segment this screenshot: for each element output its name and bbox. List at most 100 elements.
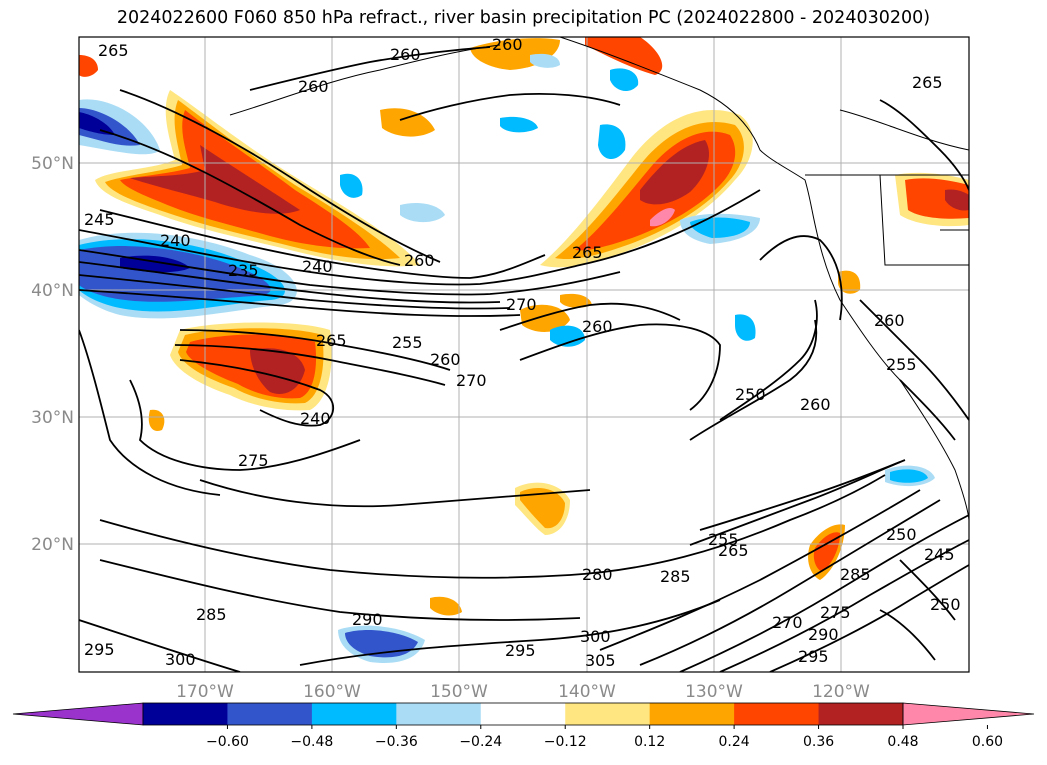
shade-c-pos-3 <box>838 270 861 294</box>
contour-label: 250 <box>735 385 766 404</box>
contour-label: 290 <box>352 610 383 629</box>
lat-label-20n: 20°N <box>31 535 74 555</box>
lat-label-50n: 50°N <box>31 154 74 174</box>
contour-label: 260 <box>492 35 523 54</box>
shade-nw-neg-3 <box>79 112 115 135</box>
contour-label: 260 <box>430 350 461 369</box>
colorbar-segment <box>396 703 482 725</box>
contour-label: 305 <box>585 651 616 670</box>
shade-s-pos-2 <box>430 596 462 616</box>
shade-top-neg-2 <box>530 53 560 68</box>
shade-s-neg-2b <box>890 469 928 483</box>
contour-label: 255 <box>886 355 917 374</box>
contour-label: 275 <box>820 603 851 622</box>
colorbar-segment <box>734 703 820 725</box>
contour-label: 300 <box>165 650 196 669</box>
graticule <box>79 37 969 672</box>
contour-label: 270 <box>456 371 487 390</box>
lon-label-160w: 160°W <box>303 682 361 702</box>
contour-label: 270 <box>506 295 537 314</box>
shade-mid-neg-3 <box>598 124 626 160</box>
contour-label: 240 <box>160 231 191 250</box>
contour-label: 270 <box>772 613 803 632</box>
contour-label: 265 <box>98 41 129 60</box>
colorbar-tick-label: −0.60 <box>206 734 249 750</box>
contour-label: 275 <box>238 451 269 470</box>
shade-mid-neg-6 <box>690 217 750 238</box>
colorbar-frame <box>142 702 904 726</box>
contour-label: 280 <box>582 565 613 584</box>
shade-nw-pos-darkest <box>130 145 300 214</box>
lon-label-130w: 130°W <box>685 682 743 702</box>
shade-mid-neg-4 <box>500 116 538 133</box>
contour-label: 265 <box>572 243 603 262</box>
colorbar-extend-low <box>12 702 144 726</box>
shade-fne-pos-strong <box>905 178 969 219</box>
lon-label-170w: 170°W <box>176 682 234 702</box>
colorbar-segment <box>311 703 397 725</box>
colorbar-ticks: −0.60 −0.48 −0.36 −0.24 −0.12 0.12 0.24 0.36 0.4… <box>206 725 1003 750</box>
lat-label-30n: 30°N <box>31 408 74 428</box>
shade-tl-pos <box>79 55 98 77</box>
colorbar-extend-high <box>902 702 1035 726</box>
shade-fne-pos-dark <box>945 189 969 211</box>
shade-s-pos-4 <box>148 409 165 431</box>
coastlines <box>229 37 969 521</box>
contour-label: 295 <box>505 641 536 660</box>
shade-s-pos-1b <box>520 487 565 529</box>
colorbar-tick-label: 0.12 <box>634 734 665 750</box>
colorbar-tick-label: −0.36 <box>375 734 418 750</box>
shade-mid-neg-1 <box>400 203 445 223</box>
colorbar-tick-label: 0.48 <box>887 734 918 750</box>
colorbar-segment <box>143 703 228 725</box>
contour-label: 250 <box>886 525 917 544</box>
contour-label: 250 <box>930 595 961 614</box>
shade-c-pos-2 <box>560 293 592 308</box>
colorbar-segments <box>143 703 904 725</box>
contour-label: 290 <box>808 625 839 644</box>
contour-label: 255 <box>392 333 423 352</box>
shade-c-neg-1 <box>550 325 585 347</box>
contour-label: 265 <box>316 331 347 350</box>
shade-mid-pos-1 <box>380 108 435 137</box>
lon-label-140w: 140°W <box>558 682 616 702</box>
contour-label: 265 <box>912 73 943 92</box>
lon-label-120w: 120°W <box>812 682 870 702</box>
contour-label: 255 <box>708 530 739 549</box>
colorbar-tick-label: −0.48 <box>290 734 333 750</box>
colorbar-segment <box>818 703 904 725</box>
map-frame <box>78 36 970 673</box>
contour-label: 295 <box>84 640 115 659</box>
shade-c-neg-2 <box>735 314 756 341</box>
contour-label: 245 <box>84 210 115 229</box>
contour-label: 260 <box>800 395 831 414</box>
colorbar: −0.60 −0.48 −0.36 −0.24 −0.12 0.12 0.24 0.36 0.4… <box>12 702 1035 750</box>
shade-ne-pos-darkest <box>640 140 710 205</box>
colorbar-segment <box>227 703 313 725</box>
contour-label: 285 <box>840 565 871 584</box>
contour-label: 260 <box>874 311 905 330</box>
contour-label: 285 <box>196 605 227 624</box>
colorbar-tick-label: 0.36 <box>803 734 834 750</box>
shade-cw-pos-darkest <box>250 348 305 394</box>
shade-mid-neg-2 <box>340 173 363 198</box>
colorbar-tick-label: −0.24 <box>459 734 502 750</box>
contour-label: 240 <box>300 409 331 428</box>
colorbar-segment <box>565 703 651 725</box>
colorbar-tick-label: −0.12 <box>544 734 587 750</box>
contour-labels: 265 260 260 265 260 240 235 240 260 245 … <box>84 35 961 670</box>
contour-label: 260 <box>582 317 613 336</box>
longitude-labels: 170°W 160°W 150°W 140°W 130°W 120°W <box>176 682 870 702</box>
contour-label: 260 <box>298 77 329 96</box>
refractivity-contours <box>79 46 969 672</box>
colorbar-segment <box>480 703 566 725</box>
colorbar-segment <box>649 703 735 725</box>
contour-label: 240 <box>302 257 333 276</box>
contour-label: 260 <box>404 251 435 270</box>
contour-label: 265 <box>718 541 749 560</box>
contour-label: 300 <box>580 627 611 646</box>
shade-ne-pos-pink <box>650 208 675 227</box>
colorbar-tick-label: 0.60 <box>972 734 1003 750</box>
contour-label: 235 <box>228 261 259 280</box>
